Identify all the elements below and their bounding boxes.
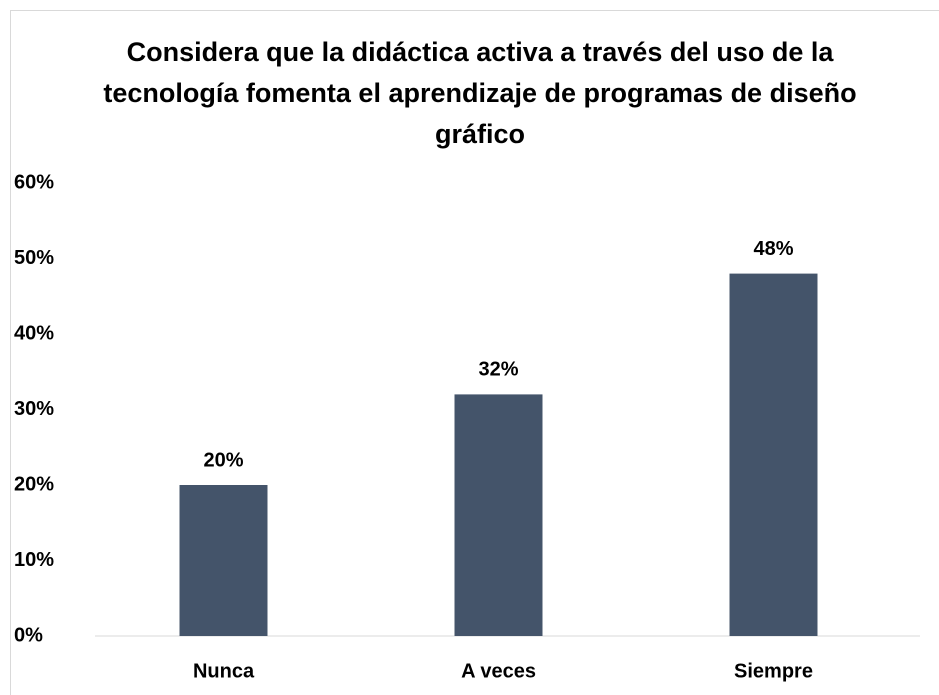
x-tick-label: Nunca — [193, 660, 255, 682]
x-tick-label: A veces — [461, 660, 536, 682]
bar — [729, 273, 818, 636]
data-label: 32% — [478, 359, 518, 381]
y-tick-label: 30% — [14, 398, 54, 420]
y-tick-label: 10% — [14, 549, 54, 571]
bar — [454, 394, 543, 636]
data-label: 48% — [753, 238, 793, 260]
y-tick-label: 50% — [14, 247, 54, 269]
y-tick-label: 60% — [14, 171, 54, 193]
y-tick-label: 0% — [14, 624, 43, 646]
x-tick-label: Siempre — [734, 660, 813, 682]
y-tick-label: 20% — [14, 473, 54, 495]
bar — [179, 485, 268, 636]
chart-frame — [10, 10, 939, 695]
y-tick-label: 40% — [14, 322, 54, 344]
chart-title: Considera que la didáctica activa a trav… — [103, 37, 857, 149]
data-label: 20% — [203, 449, 243, 471]
